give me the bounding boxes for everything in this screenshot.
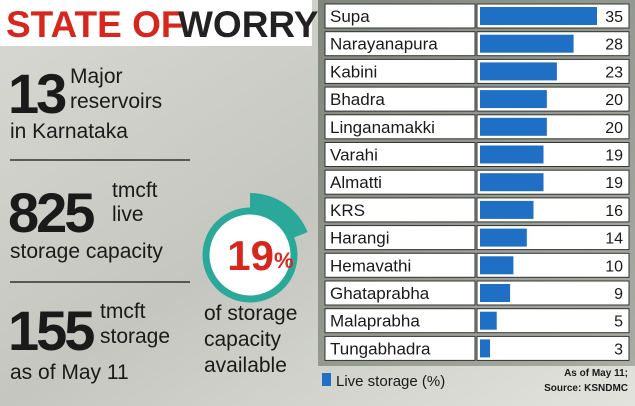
bar	[480, 90, 547, 109]
gauge-text: available	[204, 354, 287, 377]
stat-text: as of May 11	[10, 361, 129, 384]
gauge-unit: %	[274, 248, 294, 273]
label-cell	[324, 31, 476, 57]
stat-text: tmcft	[112, 179, 158, 202]
category-label: Narayanapura	[330, 35, 438, 54]
gauge-value: 19	[227, 232, 274, 279]
gauge-text: of storage	[204, 302, 297, 325]
bar	[480, 228, 527, 247]
legend-label: Live storage (%)	[336, 373, 445, 390]
value-label: 5	[614, 314, 623, 331]
stat-number: 825	[8, 181, 94, 244]
bar-cell	[476, 308, 630, 334]
value-label: 14	[605, 231, 623, 248]
category-label: Harangi	[330, 229, 390, 248]
stat-number: 155	[8, 299, 94, 362]
legend-swatch	[322, 373, 331, 386]
label-cell	[324, 335, 476, 361]
label-cell	[324, 225, 476, 251]
bar	[480, 117, 547, 136]
value-label: 28	[605, 37, 623, 54]
value-label: 20	[605, 120, 623, 137]
label-cell	[324, 308, 476, 334]
bar	[480, 34, 574, 53]
stat-number: 13	[8, 62, 66, 125]
stat-text: Major	[70, 65, 123, 88]
bar-cell	[476, 335, 630, 361]
bar	[480, 311, 497, 330]
title-part: STATE OF	[6, 4, 183, 45]
label-cell	[324, 3, 476, 29]
value-label: 10	[605, 258, 623, 275]
category-label: KRS	[330, 201, 365, 220]
title-box	[0, 0, 312, 46]
bar	[480, 200, 534, 219]
category-label: Hemavathi	[330, 256, 411, 275]
value-label: 3	[614, 341, 623, 358]
value-label: 19	[605, 175, 623, 192]
category-label: Supa	[330, 7, 370, 26]
value-label: 23	[605, 64, 623, 81]
category-label: Varahi	[330, 146, 378, 165]
stat-text: in Karnataka	[10, 120, 128, 143]
gauge-circle	[202, 207, 298, 303]
source-note: Source: KSNDMC	[544, 383, 628, 394]
label-cell	[324, 114, 476, 140]
stat-text: tmcft	[100, 300, 146, 323]
label-cell	[324, 58, 476, 84]
bar	[480, 256, 514, 275]
stat-text: storage	[100, 325, 170, 348]
category-label: Malaprabha	[330, 312, 420, 331]
stat-text: live	[112, 203, 144, 226]
bar	[480, 339, 491, 358]
value-label: 16	[605, 203, 623, 220]
label-cell	[324, 169, 476, 195]
category-label: Almatti	[330, 173, 382, 192]
bar	[480, 62, 557, 81]
category-label: Tungabhadra	[330, 339, 431, 358]
source-note: As of May 11;	[564, 368, 628, 379]
bar	[480, 145, 544, 164]
category-label: Bhadra	[330, 90, 385, 109]
stat-text: storage capacity	[10, 240, 163, 263]
category-label: Linganamakki	[330, 118, 435, 137]
stat-text: reservoirs	[70, 90, 162, 113]
bar	[480, 7, 597, 25]
label-cell	[324, 142, 476, 167]
label-cell	[324, 197, 476, 223]
bar	[480, 173, 544, 192]
gauge-text: capacity	[204, 328, 282, 351]
title-part: WORRY	[178, 4, 319, 45]
category-label: Kabini	[330, 62, 377, 81]
label-cell	[324, 280, 476, 306]
label-cell	[324, 252, 476, 278]
value-label: 9	[614, 286, 623, 303]
bar	[480, 284, 511, 302]
label-cell	[324, 86, 476, 112]
value-label: 35	[605, 9, 623, 26]
value-label: 20	[605, 92, 623, 109]
value-label: 19	[605, 148, 623, 165]
category-label: Ghataprabha	[330, 284, 430, 303]
